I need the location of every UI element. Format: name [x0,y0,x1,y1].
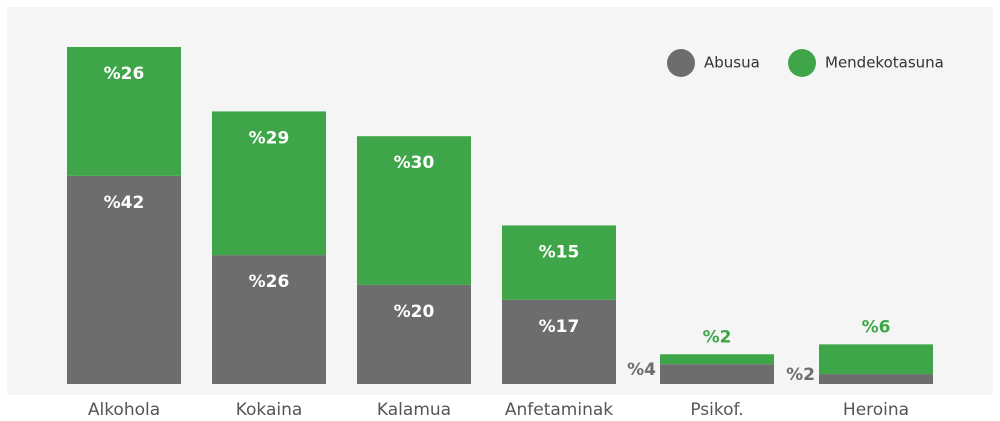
legend-swatch [667,49,695,77]
data-label: %17 [539,317,580,337]
data-label: %2 [786,365,815,385]
data-label: %20 [394,302,435,322]
bar-segment [357,136,471,285]
data-label: %4 [627,360,656,380]
bar-segment [819,344,933,375]
x-tick-label: Kalamua [377,400,451,420]
bar-segment [212,111,326,256]
data-label: %2 [703,327,732,347]
data-label: %42 [104,193,145,213]
bar-segment [212,255,326,384]
legend-swatch [788,49,816,77]
data-label: %26 [104,64,145,84]
bar-segment [502,225,616,300]
bar-segment [67,175,181,384]
bar-segment [819,374,933,384]
x-tick-label: Kokaina [236,400,303,420]
data-label: %15 [539,242,580,262]
bar-segment [67,47,181,176]
x-tick-label: Alkohola [88,400,160,420]
data-label: %6 [862,317,891,337]
x-tick-label: Psikof. [690,400,743,420]
bar-segment [660,354,774,365]
legend-label: Abusua [704,54,760,72]
bar-segment [660,364,774,384]
legend-label: Mendekotasuna [825,54,944,72]
data-label: %29 [249,128,290,148]
bar-segment [502,299,616,384]
bar-segment [357,284,471,384]
data-label: %26 [249,272,290,292]
x-tick-label: Heroina [843,400,909,420]
data-label: %30 [394,153,435,173]
x-tick-label: Anfetaminak [505,400,613,420]
